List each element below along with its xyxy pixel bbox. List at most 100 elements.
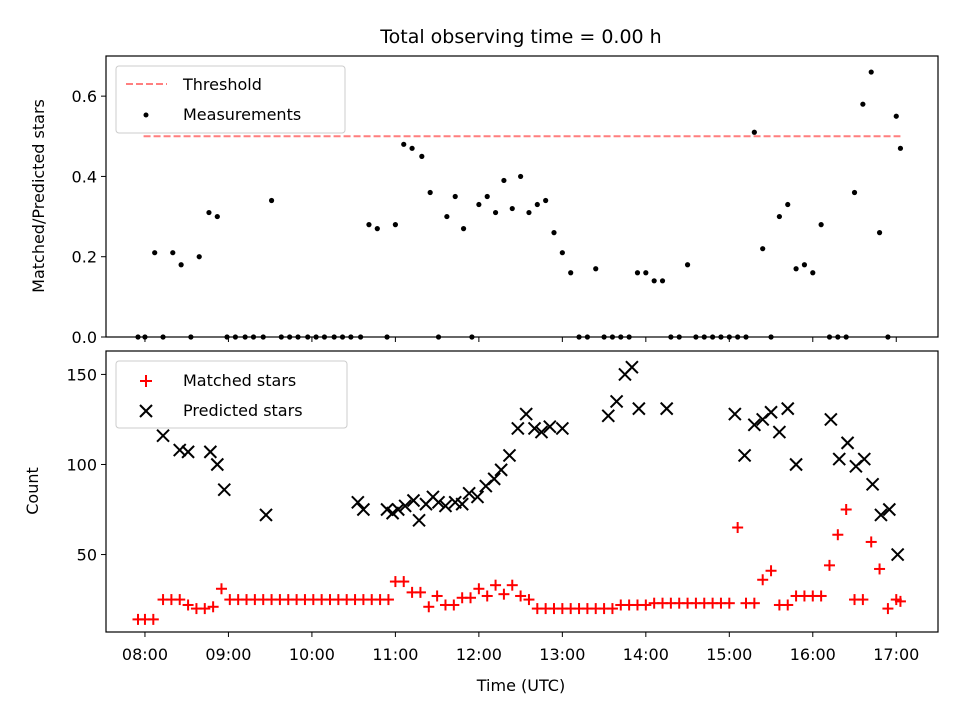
legend-matched-label: Matched stars [183, 371, 296, 390]
measurement-point [469, 334, 475, 340]
bottom-legend-box [115, 360, 348, 429]
measurement-point [366, 222, 372, 228]
measurement-point [142, 334, 148, 340]
measurement-point [401, 141, 407, 147]
matched-star-point [874, 563, 886, 575]
measurement-point [584, 334, 590, 340]
legend-measurements-swatch [143, 112, 149, 118]
measurement-point [643, 270, 649, 276]
measurement-point [374, 226, 380, 232]
predicted-star-point [840, 436, 855, 450]
predicted-star-point [438, 499, 453, 513]
measurement-point [885, 334, 891, 340]
predicted-star-point [772, 425, 787, 439]
predicted-star-point [502, 448, 517, 463]
matched-star-point [465, 592, 477, 604]
bottom-x-tick-label: 08:00 [122, 645, 168, 664]
predicted-star-point [555, 421, 570, 436]
predicted-star-point [728, 407, 742, 421]
measurement-point [718, 334, 724, 340]
predicted-star-point [764, 405, 778, 419]
matched-star-point [423, 601, 435, 613]
predicted-star-point [625, 360, 639, 374]
predicted-star-point [527, 421, 542, 436]
measurement-point [893, 113, 899, 119]
matched-star-point [857, 594, 869, 606]
matched-star-point [640, 599, 652, 611]
predicted-star-point [173, 443, 187, 457]
top-y-tick-label: 0.0 [72, 328, 97, 347]
matched-star-point [840, 504, 852, 516]
bottom-legend: Matched stars Predicted stars [115, 360, 348, 429]
measurement-point [287, 334, 293, 340]
measurement-point [684, 262, 691, 268]
measurement-point [768, 334, 774, 340]
predicted-star-point [747, 418, 762, 432]
predicted-star-point [455, 497, 469, 511]
predicted-star-point [398, 499, 412, 513]
predicted-star-point [470, 490, 485, 504]
measurement-point [305, 334, 311, 340]
measurement-point [268, 197, 275, 204]
measurement-point [224, 334, 230, 340]
predicted-star-point [462, 486, 476, 501]
measurement-point [178, 262, 184, 268]
measurement-point [710, 334, 716, 340]
measurement-point [250, 334, 257, 340]
top-x-ticks [144, 337, 897, 342]
chart-title: Total observing time = 0.00 h [379, 26, 661, 48]
measurement-point [897, 145, 904, 151]
measurement-point [818, 222, 824, 228]
matched-star-point [765, 565, 777, 577]
predicted-star-point [737, 448, 752, 463]
top-y-axis-label: Matched/Predicted stars [29, 99, 48, 293]
measurement-point [785, 201, 791, 208]
measurement-point [576, 334, 582, 340]
bottom-x-tick-label: 17:00 [873, 645, 919, 664]
measurement-point [196, 254, 202, 260]
measurement-point [876, 230, 883, 236]
measurement-point [609, 334, 616, 340]
predicted-star-point [511, 421, 525, 436]
top-legend-box [115, 65, 346, 134]
measurement-point [188, 334, 194, 340]
predicted-star-point [890, 547, 905, 562]
measurement-point [851, 189, 858, 196]
measurement-point [460, 226, 467, 232]
predicted-star-point [824, 412, 838, 427]
predicted-star-point [210, 457, 225, 472]
bottom-x-tick-label: 12:00 [456, 645, 502, 664]
measurement-point [676, 334, 682, 340]
predicted-star-point [659, 401, 674, 416]
measurement-point [518, 173, 524, 180]
bottom-x-tick-label: 15:00 [706, 645, 752, 664]
top-y-tick-label: 0.4 [72, 167, 97, 186]
bottom-x-tick-label: 14:00 [623, 645, 669, 664]
measurement-point [452, 193, 458, 200]
measurement-point [776, 213, 782, 220]
measurement-point [793, 266, 799, 272]
bottom-x-tick-label: 11:00 [372, 645, 418, 664]
matched-star-point [865, 536, 877, 548]
matched-star-point [832, 529, 844, 541]
measurement-point [419, 153, 425, 159]
measurement-point [409, 145, 415, 151]
measurement-point [626, 334, 632, 340]
measurement-point [843, 334, 849, 340]
predicted-star-point [487, 472, 501, 486]
matched-star-point [147, 613, 159, 625]
predicted-star-point [789, 457, 803, 472]
measurement-point [801, 262, 808, 268]
measurement-point [206, 209, 212, 216]
legend-predicted-label: Predicted stars [183, 401, 303, 420]
measurement-point [743, 334, 749, 340]
measurement-point [634, 270, 641, 276]
matched-star-point [490, 579, 502, 591]
bottom-y-tick-label: 100 [66, 455, 97, 474]
top-y-tick-label: 0.2 [72, 248, 97, 267]
measurement-point [668, 334, 674, 340]
bottom-y-tick-label: 50 [77, 546, 97, 565]
predicted-star-point [203, 445, 218, 459]
measurement-point [810, 270, 816, 276]
